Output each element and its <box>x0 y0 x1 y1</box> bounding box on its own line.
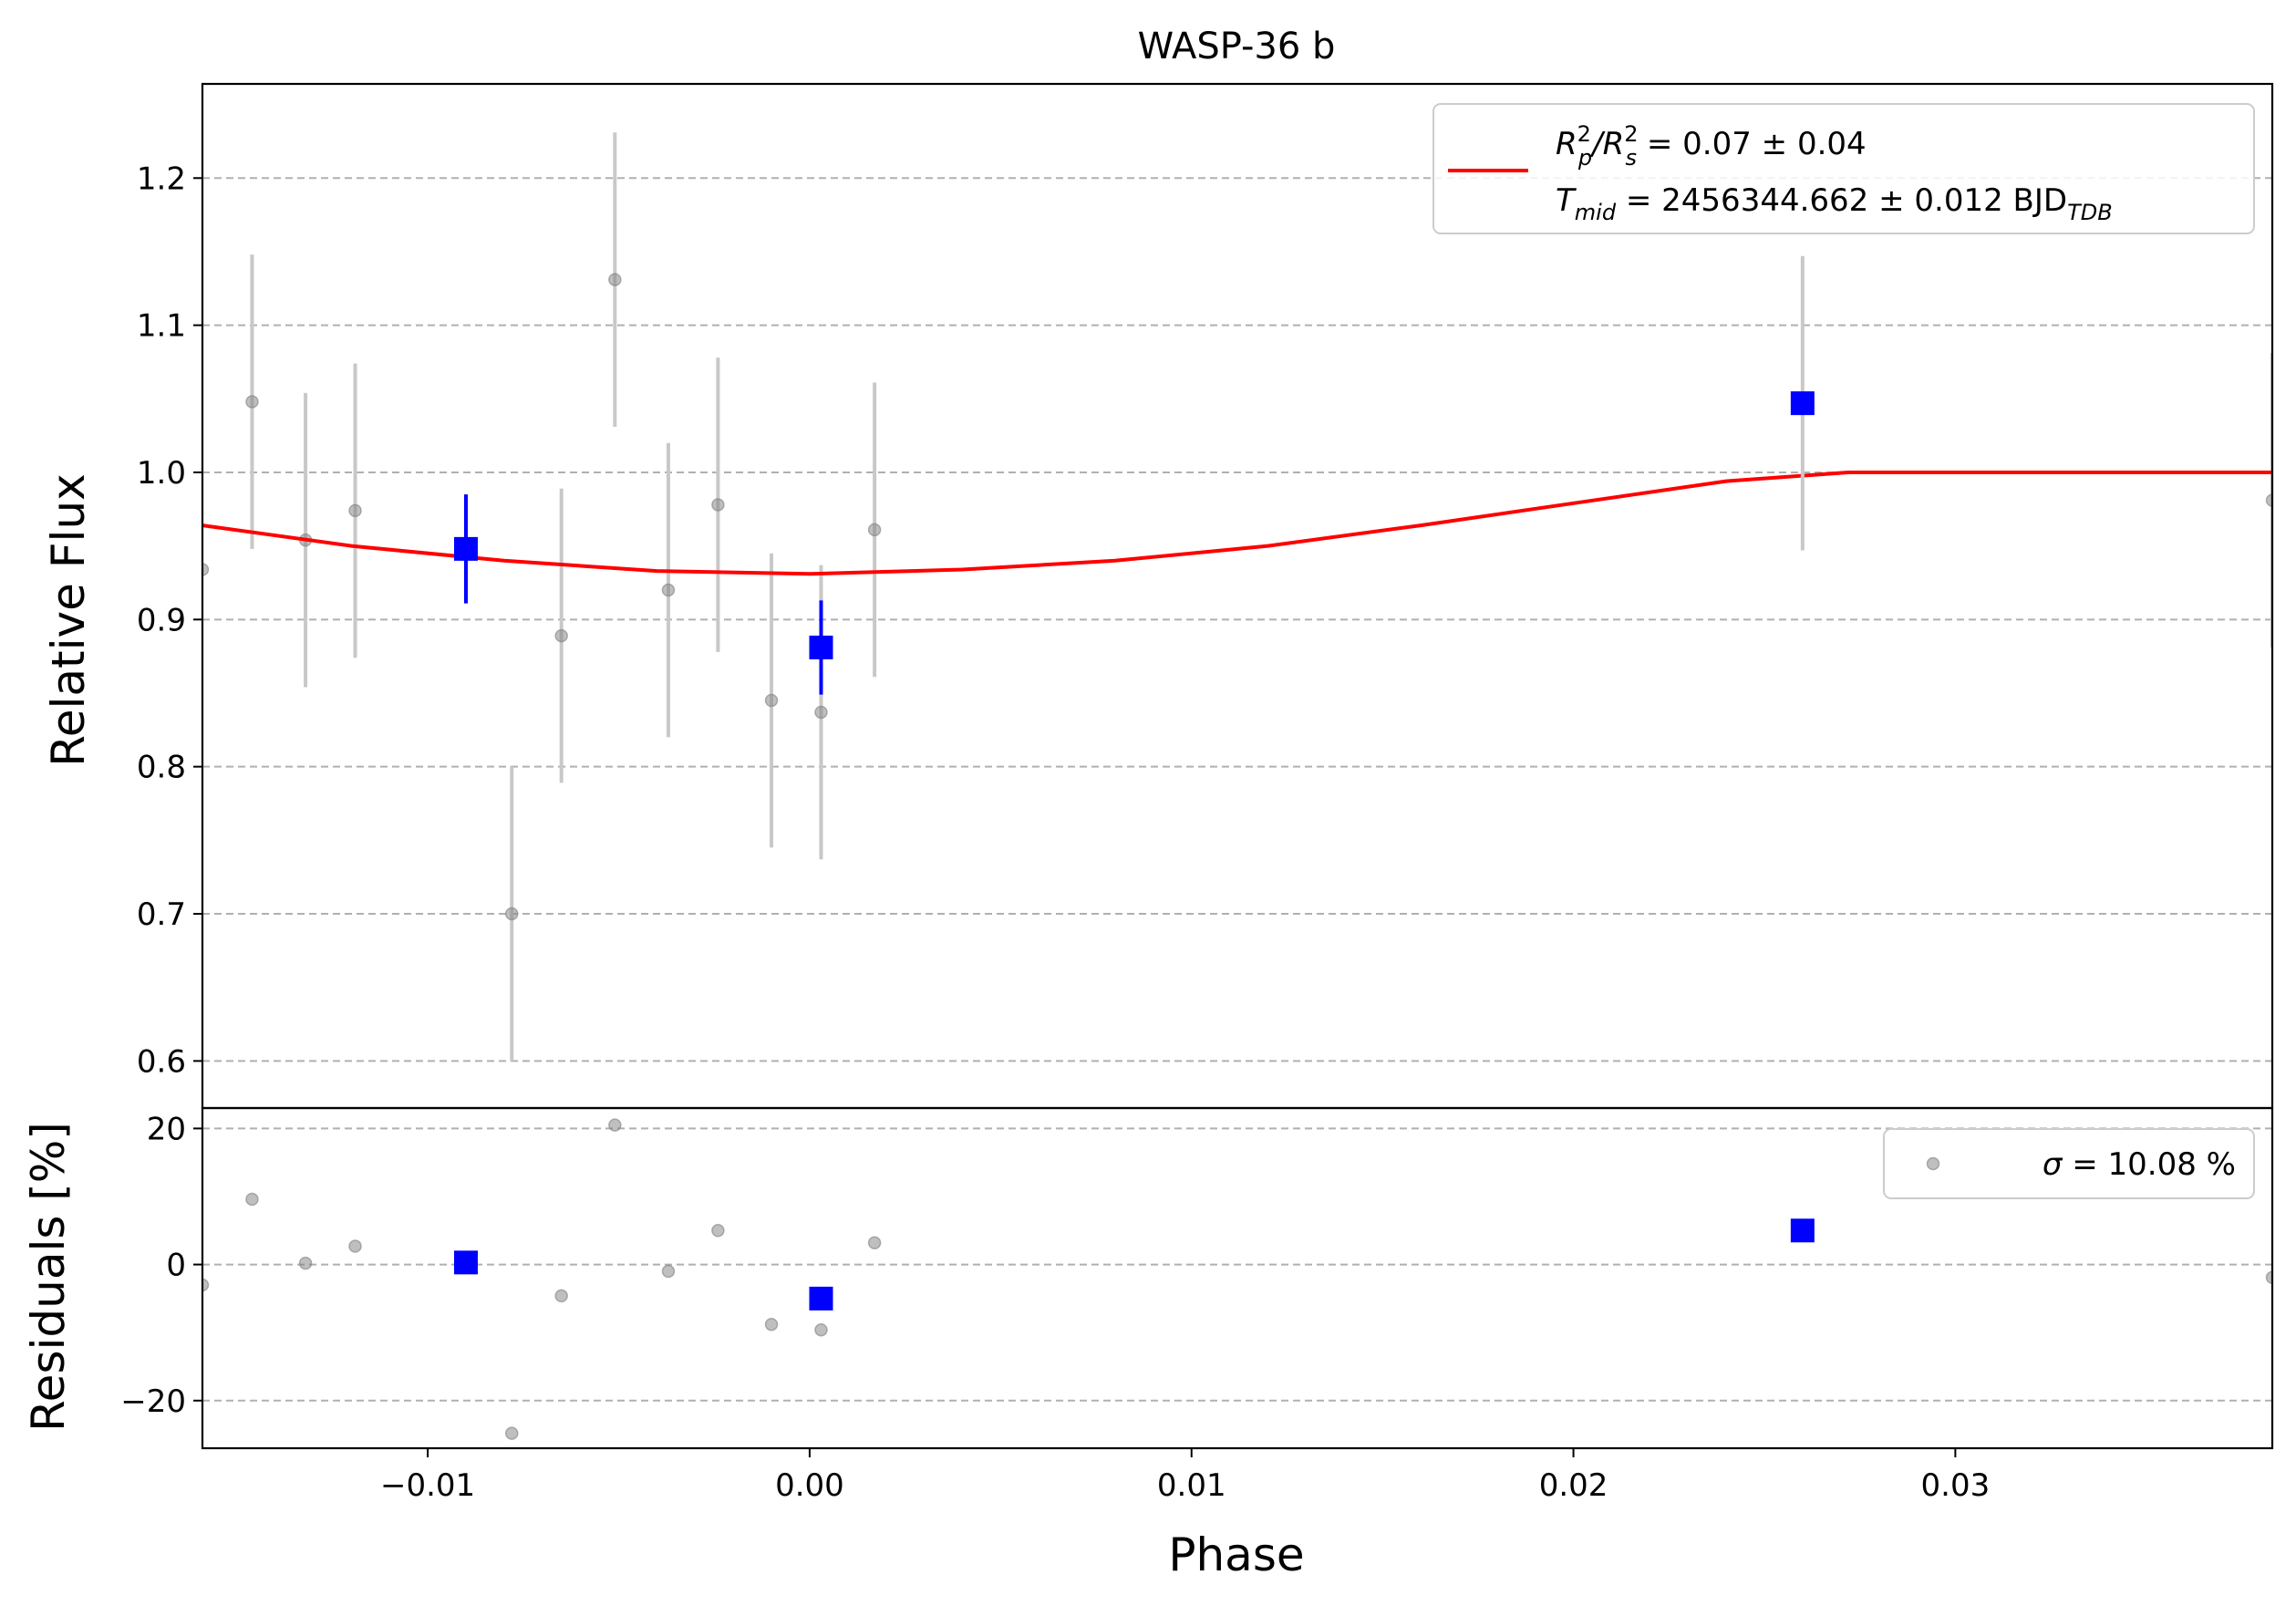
legend-line-depth: R2 p/R2 s = 0.07 ± 0.04 <box>1556 121 1867 171</box>
bottom-panel-frame <box>201 1106 2274 1450</box>
top-y-tick-label: 0.9 <box>137 602 186 638</box>
raw-point <box>348 503 362 518</box>
raw-point <box>202 563 210 576</box>
bottom-y-tick-label: −20 <box>120 1383 186 1420</box>
x-tick-label: 0.00 <box>775 1467 844 1504</box>
raw-residual-point <box>2265 1270 2272 1285</box>
x-tick-label: 0.03 <box>1921 1467 1991 1504</box>
top-y-tick-label: 0.7 <box>137 896 186 933</box>
model-curve <box>202 471 2272 576</box>
legend-residual-marker <box>1926 1156 1940 1171</box>
raw-residual-point <box>554 1289 568 1303</box>
model-curve-layer <box>202 471 2272 576</box>
raw-residual-point <box>298 1256 313 1270</box>
top-y-tick-label: 1.1 <box>137 308 186 345</box>
raw-point <box>814 705 828 720</box>
binned-residual-point <box>809 1286 833 1311</box>
top-raw-points <box>202 132 2272 1062</box>
top-y-tick-label: 1.2 <box>137 161 186 197</box>
chart-title: WASP-36 b <box>1138 26 1336 67</box>
top-binned-points <box>453 255 1815 695</box>
raw-residual-point <box>867 1236 882 1249</box>
x-tick-label: 0.02 <box>1539 1467 1608 1504</box>
bottom-raw-residuals <box>202 1118 2272 1440</box>
raw-residual-point <box>245 1192 259 1207</box>
raw-point <box>554 628 568 643</box>
raw-point <box>504 907 519 921</box>
x-axis-label: Phase <box>1168 1528 1304 1581</box>
x-tick-label: 0.01 <box>1157 1467 1226 1504</box>
raw-residual-point <box>504 1426 519 1440</box>
raw-residual-point <box>661 1264 676 1279</box>
raw-residual-point <box>608 1118 622 1132</box>
raw-residual-point <box>202 1278 210 1292</box>
raw-point <box>867 523 882 537</box>
top-panel-grid <box>202 177 2272 1062</box>
bottom-binned-residuals <box>453 1218 1815 1311</box>
raw-point <box>661 583 676 597</box>
x-tick-label: −0.01 <box>380 1467 475 1504</box>
bottom-legend-box <box>1883 1128 2255 1199</box>
binned-point <box>1790 391 1815 416</box>
raw-residual-point <box>348 1239 362 1253</box>
raw-point <box>711 498 725 512</box>
bottom-y-tick-label: 0 <box>166 1248 186 1284</box>
x-axis-ticks: −0.01 0.00 0.01 0.02 0.03 <box>380 1448 1990 1504</box>
binned-residual-point <box>453 1250 478 1275</box>
raw-residual-point <box>764 1317 779 1331</box>
raw-point <box>764 693 779 708</box>
top-y-tick-label: 0.6 <box>137 1043 186 1080</box>
bottom-y-axis-ticks: −20 0 20 <box>120 1111 202 1420</box>
legend-line-tmid: Tmid = 2456344.662 ± 0.012 BJDTDB <box>1556 182 2113 225</box>
raw-point <box>608 273 622 286</box>
bottom-y-tick-label: 20 <box>147 1111 186 1147</box>
top-legend-box <box>1432 103 2255 234</box>
top-y-axis-ticks: 0.6 0.7 0.8 0.9 1.0 1.1 1.2 <box>137 161 202 1080</box>
top-legend: R2 p/R2 s = 0.07 ± 0.04 Tmid = 2456344.662… <box>1432 103 2255 234</box>
raw-residual-point <box>814 1322 828 1337</box>
top-y-tick-label: 1.0 <box>137 455 186 492</box>
bottom-legend: σ = 10.08 % <box>1883 1128 2255 1199</box>
binned-point <box>809 635 833 659</box>
binned-residual-point <box>1790 1218 1815 1243</box>
binned-point <box>453 536 478 561</box>
raw-point <box>2265 493 2272 507</box>
top-y-axis-label: Relative Flux <box>42 473 95 766</box>
raw-point <box>245 395 259 409</box>
top-y-tick-label: 0.8 <box>137 750 186 786</box>
legend-sigma: σ = 10.08 % <box>2043 1146 2236 1183</box>
bottom-y-axis-label: Residuals [%] <box>22 1122 75 1432</box>
raw-residual-point <box>711 1224 725 1238</box>
